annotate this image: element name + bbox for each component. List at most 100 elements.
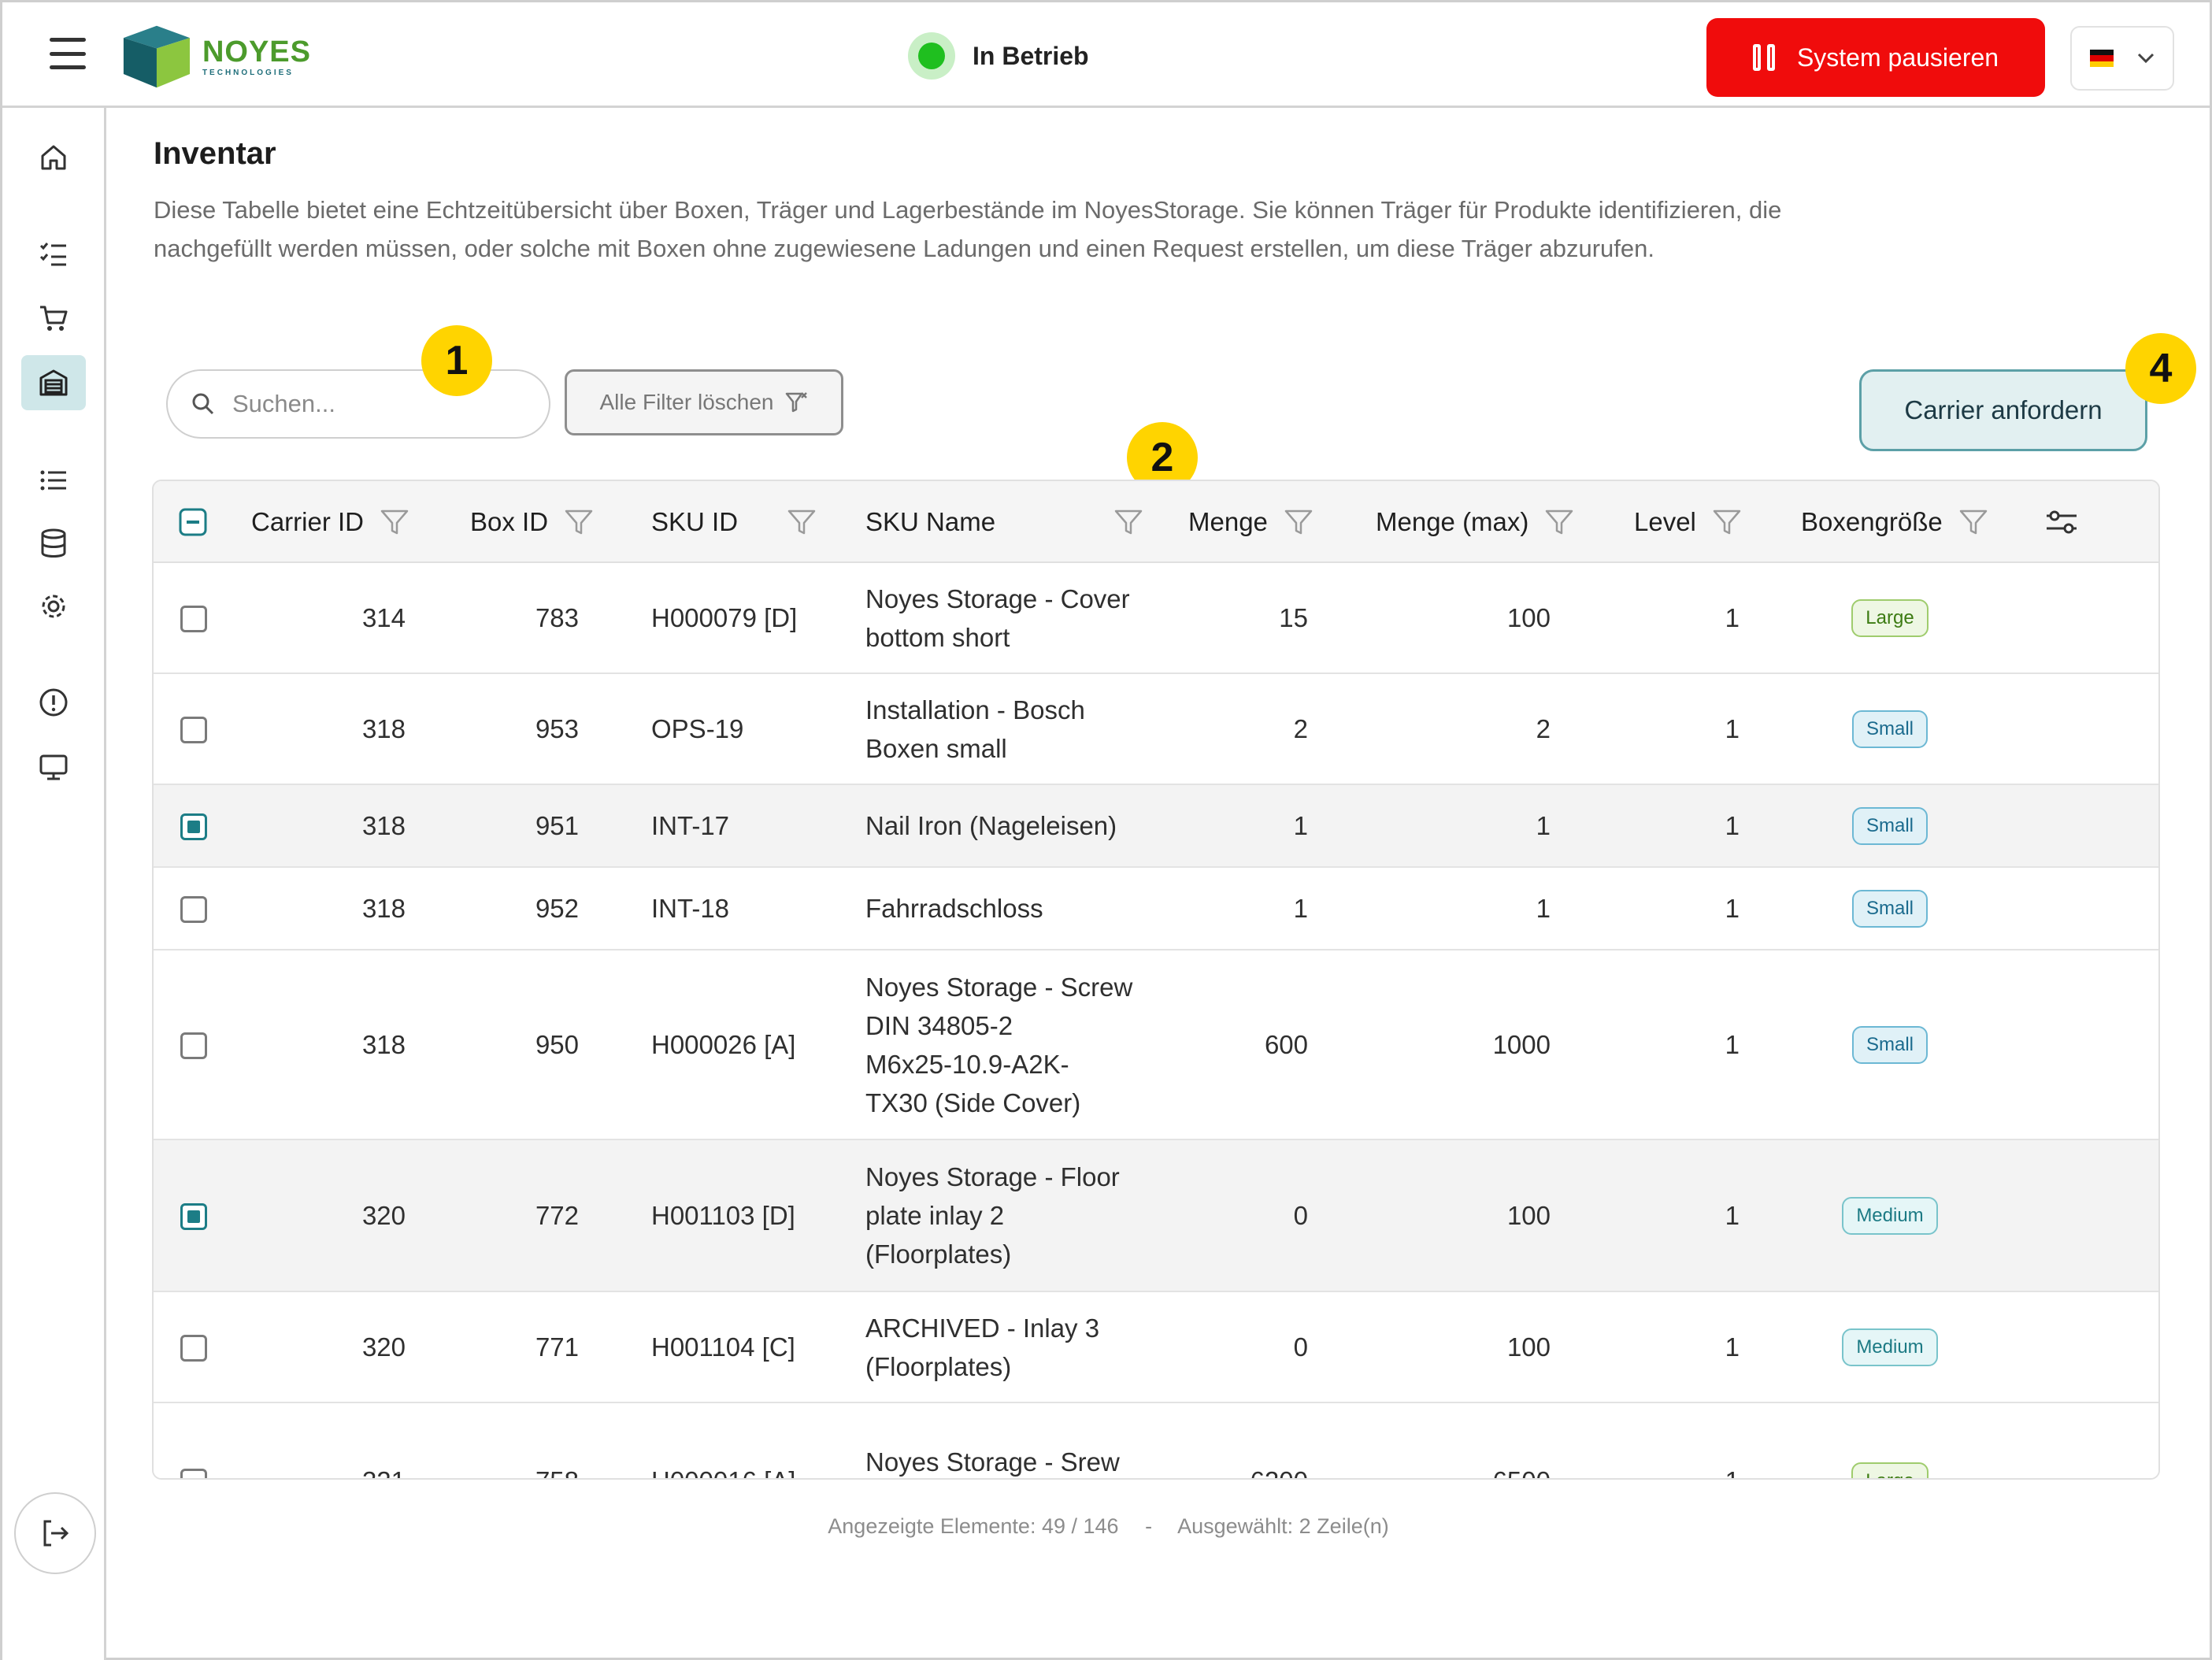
- filter-icon[interactable]: [1284, 507, 1313, 537]
- sku-name-line: (Floorplates): [865, 1351, 1012, 1381]
- brand-tagline: TECHNOLOGIES: [202, 68, 294, 77]
- table-row[interactable]: 318 952 INT-18 Fahrradschloss 1 1 1 Small: [154, 868, 2158, 950]
- sidebar-item-tasks[interactable]: [21, 226, 86, 281]
- sidebar-item-alerts[interactable]: [21, 675, 86, 730]
- sidebar-item-list[interactable]: [21, 453, 86, 508]
- hamburger-menu-icon[interactable]: [50, 38, 86, 69]
- clear-filters-label: Alle Filter löschen: [599, 390, 774, 414]
- logout-button[interactable]: [14, 1492, 96, 1574]
- page-title: Inventar: [154, 136, 276, 171]
- search-box[interactable]: [166, 369, 550, 439]
- table-row[interactable]: 320 772 H001103 [D] Noyes Storage - Floor pl…: [154, 1140, 2158, 1292]
- menge-max-cell: 100: [1506, 1332, 1551, 1362]
- row-checkbox[interactable]: [180, 896, 207, 923]
- sidebar-item-orders[interactable]: [21, 291, 86, 346]
- sidebar-item-settings[interactable]: [21, 579, 86, 634]
- row-checkbox[interactable]: [180, 1469, 207, 1478]
- select-all-checkbox[interactable]: [179, 481, 207, 563]
- filter-icon[interactable]: [380, 507, 409, 537]
- top-bar: NOYES TECHNOLOGIES In Betrieb System pau…: [2, 2, 2210, 108]
- sku-name-cell: Installation - Bosch Boxen small: [865, 674, 1196, 784]
- carrier-id-cell: 321: [272, 1403, 406, 1478]
- database-icon: [41, 528, 66, 558]
- column-header-menge-max[interactable]: Menge (max): [1376, 481, 1574, 563]
- box-size-cell: Small: [1799, 950, 1980, 1139]
- level-cell: 1: [1618, 1403, 1740, 1478]
- sku-name-line: TX30 (Side Cover): [865, 1088, 1081, 1117]
- monitor-icon: [39, 754, 68, 780]
- sku-id-cell: H000026 [A]: [651, 1029, 796, 1059]
- column-header-sku-id[interactable]: SKU ID: [651, 481, 817, 563]
- sku-id-cell: INT-17: [651, 810, 730, 840]
- filter-icon[interactable]: [1958, 507, 1988, 537]
- sku-name-cell: Nail Iron (Nageleisen): [865, 785, 1196, 866]
- level-cell: 1: [1725, 602, 1740, 632]
- row-checkbox[interactable]: [180, 813, 207, 840]
- sku-name-line: Noyes Storage - Floor: [865, 1162, 1120, 1191]
- column-header-box-size[interactable]: Boxengröße: [1801, 481, 1988, 563]
- table-row[interactable]: 314 783 H000079 [D] Noyes Storage - Cover bo…: [154, 563, 2158, 674]
- selected-rows-count: Ausgewählt: 2 Zeile(n): [1177, 1514, 1389, 1538]
- sku-name-line: ARCHIVED - Inlay 3: [865, 1313, 1100, 1343]
- filter-icon[interactable]: [1712, 507, 1742, 537]
- carrier-id-cell: 318: [361, 713, 406, 743]
- filter-icon[interactable]: [787, 507, 817, 537]
- sku-name-cell: Fahrradschloss: [865, 868, 1196, 949]
- logout-icon: [43, 1520, 69, 1547]
- box-size-badge: Medium: [1842, 1196, 1938, 1235]
- row-checkbox[interactable]: [180, 717, 207, 743]
- column-header-carrier-id[interactable]: Carrier ID: [251, 481, 409, 563]
- level-cell: 1: [1725, 1200, 1740, 1230]
- sku-name-line: Noyes Storage - Cover: [865, 584, 1130, 613]
- table-row[interactable]: 321 758 H000016 [A]Noyes Storage - SrewM6x…: [154, 1403, 2158, 1478]
- row-checkbox[interactable]: [180, 1203, 207, 1230]
- table-row[interactable]: 318 953 OPS-19 Installation - Bosch Boxen sm…: [154, 674, 2158, 785]
- level-cell: 1: [1725, 1029, 1740, 1059]
- sku-name-cell: Noyes Storage - SrewM6x25 (Floorplates): [865, 1403, 1196, 1478]
- sku-name-line: plate inlay 2: [865, 1201, 1005, 1230]
- sidebar-item-inventory[interactable]: [21, 355, 86, 410]
- sidebar-item-home[interactable]: [21, 130, 86, 185]
- column-header-box-id[interactable]: Box ID: [470, 481, 594, 563]
- clear-filters-button[interactable]: Alle Filter löschen: [565, 369, 843, 435]
- request-carrier-button[interactable]: Carrier anfordern: [1859, 369, 2147, 451]
- column-header-menge[interactable]: Menge: [1188, 481, 1313, 563]
- row-checkbox[interactable]: [180, 606, 207, 632]
- main-content: Inventar Diese Tabelle bietet eine Echtz…: [154, 136, 2169, 268]
- row-checkbox[interactable]: [180, 1032, 207, 1059]
- flag-de-icon: [2090, 50, 2114, 67]
- sku-name-cell: ARCHIVED - Inlay 3 (Floorplates): [865, 1292, 1196, 1402]
- box-size-badge: Large: [1851, 1462, 1929, 1478]
- filter-icon[interactable]: [1113, 507, 1143, 537]
- level-cell: 1: [1725, 713, 1740, 743]
- box-id-cell: 772: [535, 1200, 579, 1230]
- sku-id-cell: OPS-19: [651, 713, 744, 743]
- filter-clear-icon: [786, 392, 808, 413]
- table-row[interactable]: 320 771 H001104 [C] ARCHIVED - Inlay 3 (Floo…: [154, 1292, 2158, 1403]
- column-header-level[interactable]: Level: [1634, 481, 1742, 563]
- list-icon: [40, 470, 66, 491]
- menge-max-cell: 1: [1536, 810, 1551, 840]
- pause-system-button[interactable]: System pausieren: [1706, 18, 2045, 97]
- box-id-cell: 951: [535, 810, 579, 840]
- table-row[interactable]: 318 950 H000026 [A] Noyes Storage - Screw DI…: [154, 950, 2158, 1140]
- table-row[interactable]: 318 951 INT-17 Nail Iron (Nageleisen) 1 1 1 Sma…: [154, 785, 2158, 868]
- row-checkbox[interactable]: [180, 1335, 207, 1362]
- column-settings-button[interactable]: [2043, 481, 2080, 563]
- sidebar-item-monitor[interactable]: [21, 739, 86, 795]
- sku-name-cell: Noyes Storage - Floor plate inlay 2 (Floor…: [865, 1140, 1196, 1291]
- menge-max-cell: 1000: [1492, 1029, 1551, 1059]
- level-cell: 1: [1725, 810, 1740, 840]
- filter-icon[interactable]: [564, 507, 594, 537]
- box-size-badge: Large: [1851, 598, 1929, 637]
- sku-name-line: Fahrradschloss: [865, 894, 1043, 923]
- column-header-sku-name[interactable]: SKU Name: [865, 481, 1143, 563]
- menge-cell: 0: [1293, 1200, 1308, 1230]
- filter-icon[interactable]: [1544, 507, 1574, 537]
- language-selector[interactable]: [2070, 26, 2174, 91]
- logo-cube-icon: [123, 25, 191, 88]
- storage-icon: [39, 369, 68, 396]
- sku-name-cell: Noyes Storage - Screw DIN 34805-2 M6x25-10…: [865, 950, 1196, 1139]
- brand-logo: NOYES TECHNOLOGIES: [122, 23, 311, 91]
- sidebar-item-database[interactable]: [21, 516, 86, 571]
